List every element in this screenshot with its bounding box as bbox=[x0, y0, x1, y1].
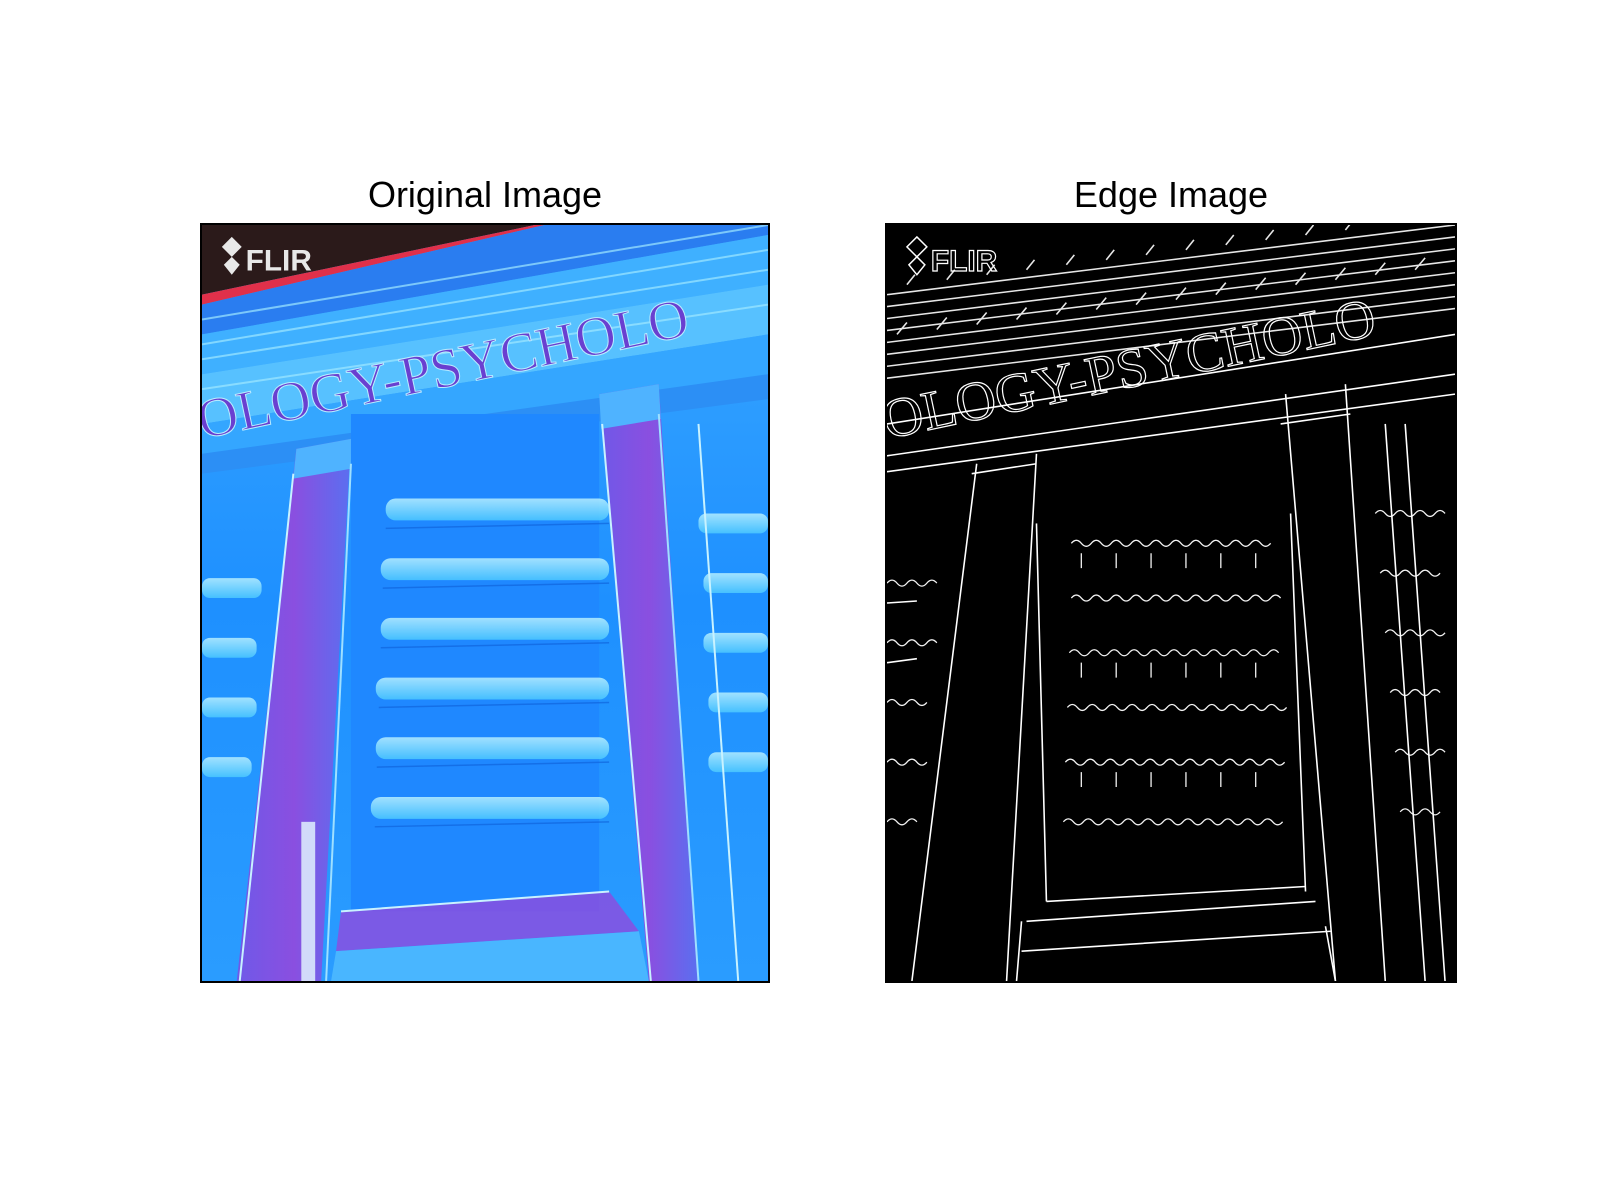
original-image: OLOGY-PSYCHOLO bbox=[200, 223, 770, 983]
flir-logo-edges: FLIR bbox=[905, 235, 998, 278]
thermal-image-canvas: OLOGY-PSYCHOLO bbox=[202, 225, 768, 981]
edge-image-canvas: OLOGY-PSYCHOLO FLIR bbox=[887, 225, 1455, 981]
edge-image-title: Edge Image bbox=[1073, 174, 1269, 215]
flir-watermark-edges: FLIR bbox=[931, 245, 997, 278]
original-image-title: Original Image bbox=[367, 174, 603, 215]
flir-logo: FLIR bbox=[221, 236, 312, 278]
edge-image: OLOGY-PSYCHOLO FLIR bbox=[885, 223, 1457, 983]
flir-watermark: FLIR bbox=[246, 245, 312, 278]
